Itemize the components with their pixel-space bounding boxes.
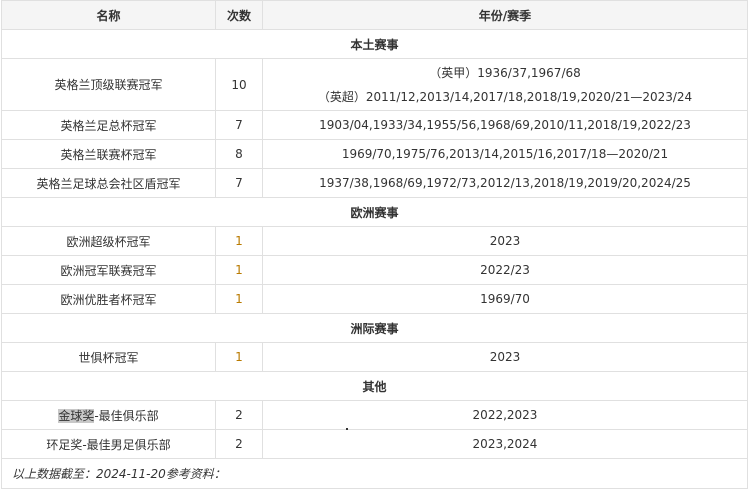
honour-count: 2 xyxy=(215,429,263,459)
footnote: 以上数据截至：2024-11-20参考资料： xyxy=(1,458,748,489)
honour-years: 2023 xyxy=(262,226,748,256)
table-row: 欧洲超级杯冠军 1 2023 xyxy=(1,226,748,256)
honour-years: 2022,2023 xyxy=(262,400,748,430)
cursor-dot xyxy=(346,428,348,430)
table-row: 金球奖-最佳俱乐部 2 2022,2023 xyxy=(1,400,748,430)
table-row: 英格兰联赛杯冠军 8 1969/70,1975/76,2013/14,2015/… xyxy=(1,139,748,169)
table-row: 世俱杯冠军 1 2023 xyxy=(1,342,748,372)
honour-count: 1 xyxy=(215,284,263,314)
honour-years: 1903/04,1933/34,1955/56,1968/69,2010/11,… xyxy=(262,110,748,140)
honour-name: 英格兰联赛杯冠军 xyxy=(1,139,216,169)
honour-years: （英甲）1936/37,1967/68 （英超）2011/12,2013/14,2… xyxy=(262,58,748,111)
honour-count: 7 xyxy=(215,168,263,198)
honour-name: 环足奖-最佳男足俱乐部 xyxy=(1,429,216,459)
honour-name: 英格兰足总杯冠军 xyxy=(1,110,216,140)
honour-count: 8 xyxy=(215,139,263,169)
years-line: （英甲）1936/37,1967/68 xyxy=(429,65,581,80)
honour-years: 1969/70 xyxy=(262,284,748,314)
honour-name: 世俱杯冠军 xyxy=(1,342,216,372)
honour-count: 1 xyxy=(215,255,263,285)
honour-name: 英格兰足球总会社区盾冠军 xyxy=(1,168,216,198)
table-row: 欧洲优胜者杯冠军 1 1969/70 xyxy=(1,284,748,314)
honour-years: 1969/70,1975/76,2013/14,2015/16,2017/18—… xyxy=(262,139,748,169)
honour-count: 1 xyxy=(215,342,263,372)
section-title: 洲际赛事 xyxy=(1,313,748,343)
honour-years: 2023,2024 xyxy=(262,429,748,459)
honour-count: 7 xyxy=(215,110,263,140)
honour-name: 英格兰顶级联赛冠军 xyxy=(1,58,216,111)
honour-count: 10 xyxy=(215,58,263,111)
header-row: 名称 次数 年份/赛季 xyxy=(1,0,748,30)
table-row: 欧洲冠军联赛冠军 1 2022/23 xyxy=(1,255,748,285)
selected-text[interactable]: 金球奖 xyxy=(58,408,95,423)
header-years: 年份/赛季 xyxy=(262,0,748,30)
table-row: 英格兰足球总会社区盾冠军 7 1937/38,1968/69,1972/73,2… xyxy=(1,168,748,198)
table-row: 英格兰顶级联赛冠军 10 （英甲）1936/37,1967/68 （英超）2011… xyxy=(1,58,748,111)
honour-name: 欧洲优胜者杯冠军 xyxy=(1,284,216,314)
honour-name: 金球奖-最佳俱乐部 xyxy=(1,400,216,430)
section-title: 欧洲赛事 xyxy=(1,197,748,227)
header-name: 名称 xyxy=(1,0,216,30)
table-row: 环足奖-最佳男足俱乐部 2 2023,2024 xyxy=(1,429,748,459)
header-count: 次数 xyxy=(215,0,263,30)
honour-name-rest: -最佳俱乐部 xyxy=(94,408,159,423)
honour-count: 2 xyxy=(215,400,263,430)
honour-count: 1 xyxy=(215,226,263,256)
years-line: （英超）2011/12,2013/14,2017/18,2018/19,2020… xyxy=(317,89,693,104)
table-row: 英格兰足总杯冠军 7 1903/04,1933/34,1955/56,1968/… xyxy=(1,110,748,140)
honour-years: 1937/38,1968/69,1972/73,2012/13,2018/19,… xyxy=(262,168,748,198)
honour-name: 欧洲超级杯冠军 xyxy=(1,226,216,256)
section-title: 其他 xyxy=(1,371,748,401)
honour-years: 2022/23 xyxy=(262,255,748,285)
honour-years: 2023 xyxy=(262,342,748,372)
honour-name: 欧洲冠军联赛冠军 xyxy=(1,255,216,285)
section-title: 本土赛事 xyxy=(1,29,748,59)
